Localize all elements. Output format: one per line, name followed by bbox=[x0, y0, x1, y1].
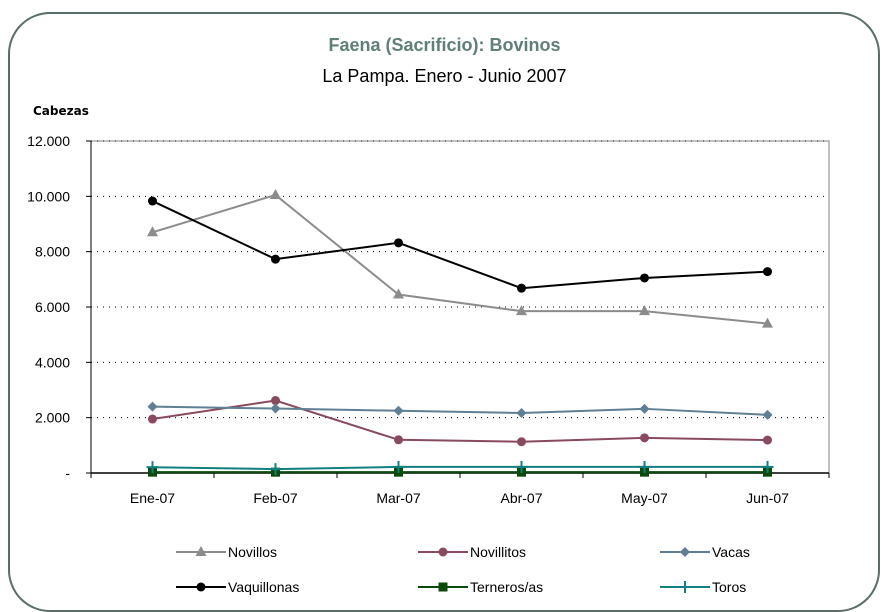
data-point-vaquillonas bbox=[148, 196, 157, 206]
data-point-vaquillonas bbox=[517, 283, 526, 293]
legend-label-toros: Toros bbox=[712, 579, 746, 595]
line-chart: - 2.000 4.000 6.000 8.000 10.000 12.000 Ene-07 F… bbox=[27, 133, 830, 595]
data-point-novillos bbox=[516, 305, 527, 316]
plot-area bbox=[90, 140, 830, 474]
data-point-novillitos bbox=[394, 435, 403, 445]
data-point-vacas bbox=[393, 405, 404, 416]
chart-frame bbox=[8, 12, 880, 612]
y-tick-label: 8.000 bbox=[35, 244, 70, 260]
legend-label-terneros-as: Terneros/as bbox=[470, 579, 543, 595]
series-line-toros bbox=[152, 465, 768, 471]
x-tick-label: Abr-07 bbox=[500, 490, 542, 506]
legend-marker-novillos bbox=[195, 546, 207, 556]
y-tick-label: 4.000 bbox=[35, 354, 70, 370]
data-point-vacas bbox=[639, 403, 650, 414]
data-point-vaquillonas bbox=[394, 238, 403, 248]
data-point-novillos bbox=[639, 305, 650, 316]
series-line-vacas bbox=[152, 405, 768, 416]
data-point-novillos bbox=[147, 226, 158, 237]
y-axis-label: Cabezas bbox=[33, 104, 89, 118]
data-point-novillos bbox=[393, 288, 404, 299]
data-point-vaquillonas bbox=[763, 267, 772, 277]
legend-label-vaquillonas: Vaquillonas bbox=[228, 579, 299, 595]
data-point-novillitos bbox=[640, 433, 649, 443]
legend-label-novillitos: Novillitos bbox=[470, 544, 526, 560]
legend-marker-novillitos bbox=[438, 547, 448, 557]
series-line-novillos bbox=[152, 193, 768, 325]
y-tick-label: 6.000 bbox=[35, 299, 70, 315]
legend-label-novillos: Novillos bbox=[228, 544, 277, 560]
data-point-novillos bbox=[270, 188, 281, 199]
data-point-novillitos bbox=[763, 435, 772, 445]
legend-marker-vacas bbox=[680, 547, 690, 557]
x-tick-label: Ene-07 bbox=[130, 490, 175, 506]
y-tick-label: 10.000 bbox=[27, 188, 70, 204]
legend-marker-vaquillonas bbox=[196, 582, 206, 592]
data-point-vacas bbox=[762, 409, 773, 420]
data-point-novillitos bbox=[517, 437, 526, 447]
data-point-vacas bbox=[516, 407, 527, 418]
data-point-vaquillonas bbox=[271, 254, 280, 264]
x-tick-label: Mar-07 bbox=[376, 490, 421, 506]
x-tick-label: May-07 bbox=[621, 490, 668, 506]
y-tick-label: 2.000 bbox=[35, 410, 70, 426]
chart-title: Faena (Sacrificio): Bovinos bbox=[328, 35, 561, 55]
y-tick-label: - bbox=[65, 465, 70, 481]
y-tick-label: 12.000 bbox=[27, 133, 70, 149]
data-point-novillos bbox=[762, 317, 773, 328]
data-point-vacas bbox=[147, 401, 158, 412]
legend-label-vacas: Vacas bbox=[712, 544, 750, 560]
series-line-novillitos bbox=[152, 399, 768, 443]
chart-subtitle: La Pampa. Enero - Junio 2007 bbox=[322, 66, 567, 86]
series-line-vaquillonas bbox=[152, 200, 768, 290]
legend-marker-terneros-as bbox=[438, 582, 448, 592]
data-point-vacas bbox=[270, 403, 281, 414]
data-point-vaquillonas bbox=[640, 273, 649, 283]
x-tick-label: Jun-07 bbox=[746, 490, 789, 506]
data-point-novillitos bbox=[148, 414, 157, 424]
x-tick-label: Feb-07 bbox=[253, 490, 298, 506]
data-point-novillitos bbox=[271, 396, 280, 406]
